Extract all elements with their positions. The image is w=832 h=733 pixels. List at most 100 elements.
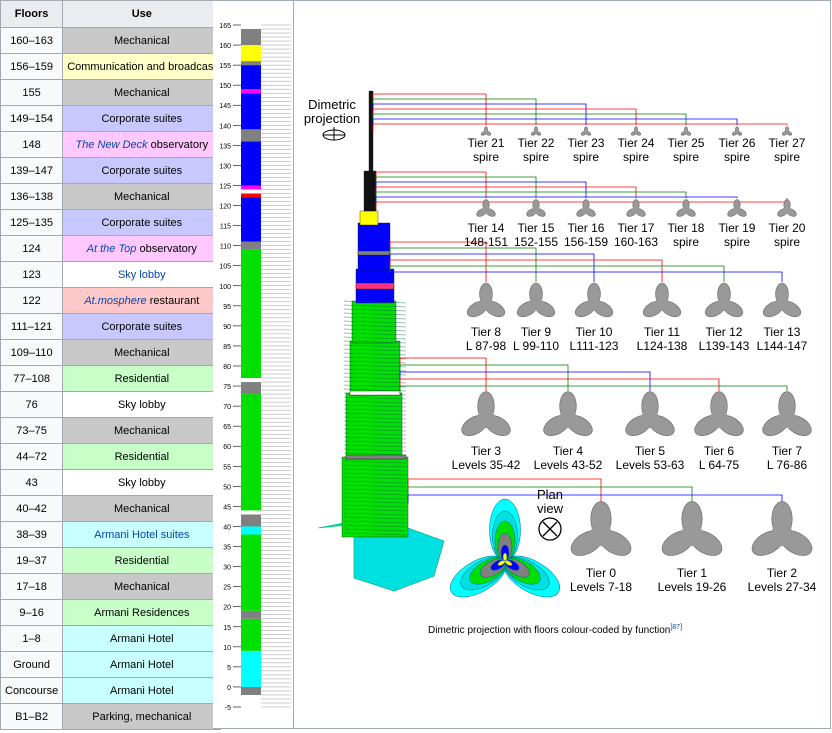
tier-name-label: Tier 12: [706, 325, 743, 339]
tier-connector-line: [407, 478, 602, 501]
tier-connector-line: [389, 271, 783, 282]
floor-band: [241, 534, 261, 611]
tower-floor-line: [343, 380, 407, 384]
table-row: 122 At.mosphere restaurant: [0, 287, 222, 314]
scale-tick-label: -5: [225, 705, 231, 712]
floor-use-cell: Armani Hotel: [62, 677, 222, 704]
floor-band: [241, 29, 261, 46]
scale-tick-label: 25: [223, 585, 231, 592]
use-link-text[interactable]: At.mosphere: [84, 294, 147, 307]
tower-floor-line: [343, 428, 407, 432]
floor-use-cell: Residential: [62, 547, 222, 574]
floor-use-cell: Armani Hotel: [62, 625, 222, 652]
projection-icon: [322, 127, 346, 141]
tier-connector-line: [375, 171, 487, 198]
tier-name-label: Tier 18: [668, 221, 705, 235]
table-row: 124 At the Top observatory: [0, 235, 222, 262]
tier-plan-shape: [676, 199, 696, 217]
tower-floor-line: [343, 408, 407, 412]
floor-use-cell[interactable]: Sky lobby: [62, 261, 222, 288]
floor-range-cell: 17–18: [0, 573, 64, 600]
tier-connector-line: [407, 494, 783, 503]
tier-levels-label: Levels 27-34: [748, 580, 817, 594]
floor-band: [241, 45, 261, 62]
tower-floor-line: [343, 388, 407, 392]
floor-use-cell: At.mosphere restaurant: [62, 287, 222, 314]
tier-connector-line: [372, 118, 738, 127]
table-row: 111–121 Corporate suites: [0, 313, 222, 340]
floor-band: [241, 185, 261, 190]
tower-floor-line: [343, 304, 407, 308]
floor-band: [241, 394, 261, 511]
tier-levels-label: Levels 7-18: [570, 580, 632, 594]
scale-tick-label: 75: [223, 384, 231, 391]
tier-name-label: Tier 27: [769, 136, 806, 150]
plan-view-icon: [538, 517, 562, 541]
tier-plan-shape: [694, 391, 744, 436]
table-row: 1–8 Armani Hotel: [0, 625, 222, 652]
table-row: 9–16 Armani Residences: [0, 599, 222, 626]
scale-tick-label: 110: [220, 244, 231, 251]
tower-floor-line: [343, 464, 407, 468]
tier-connector-line: [375, 186, 637, 198]
floor-use-cell: Sky lobby: [62, 469, 222, 496]
use-column-header: Use: [62, 0, 222, 28]
table-row: 43 Sky lobby: [0, 469, 222, 496]
floors-column-header: Floors: [0, 0, 64, 28]
floor-range-cell: 111–121: [0, 313, 64, 340]
tier-plan-shape: [777, 199, 797, 217]
floor-range-cell: 124: [0, 235, 64, 262]
tower-floor-line: [343, 448, 407, 452]
table-row: 148 The New Deck observatory: [0, 131, 222, 158]
tier-connector-line: [399, 371, 651, 391]
tier-plan-shape: [630, 126, 642, 136]
tier-connector-line: [399, 364, 569, 391]
floor-range-cell: 40–42: [0, 495, 64, 522]
tower-floor-line: [343, 420, 407, 424]
tower-floor-line: [343, 516, 407, 520]
tier-plan-shape: [625, 391, 675, 436]
tower-floor-line: [343, 372, 407, 376]
use-link-text[interactable]: At the Top: [86, 242, 137, 255]
use-link-text[interactable]: The New Deck: [75, 138, 148, 151]
tower-floor-line: [343, 492, 407, 496]
floor-band: [241, 93, 261, 130]
tier-levels-label: L124-138: [637, 339, 688, 353]
tower-tier: [357, 222, 391, 272]
tier-plan-shape: [762, 282, 802, 318]
floor-use-cell: At the Top observatory: [62, 235, 222, 262]
tower-floor-line: [343, 424, 407, 428]
tower-observatory-band: [355, 282, 395, 290]
floor-use-cell: Mechanical: [62, 79, 222, 106]
floor-use-cell: Corporate suites: [62, 105, 222, 132]
tier-connector-line: [372, 98, 537, 125]
table-row: 149–154 Corporate suites: [0, 105, 222, 132]
floor-use-cell[interactable]: Armani Hotel suites: [62, 521, 222, 548]
tower-tier: [363, 170, 377, 212]
tier-connector-line: [375, 196, 738, 205]
floor-range-cell: 139–147: [0, 157, 64, 184]
tower-floor-line: [343, 376, 407, 380]
tier-levels-label: spire: [774, 150, 800, 164]
scale-tick-label: 160: [219, 43, 231, 50]
table-row: Ground Armani Hotel: [0, 651, 222, 678]
tier-plan-shape: [762, 391, 812, 436]
tower-floor-line: [343, 344, 407, 348]
tier-levels-label: Levels 19-26: [658, 580, 727, 594]
tier-levels-label: L 99-110: [513, 339, 559, 353]
table-row: 155 Mechanical: [0, 79, 222, 106]
tier-connector-line: [389, 253, 595, 282]
floor-band: [241, 249, 261, 379]
tower-mech-band: [357, 250, 391, 256]
floor-band: [241, 510, 261, 515]
floor-range-cell: Ground: [0, 651, 64, 678]
tier-plan-shape: [751, 501, 813, 556]
tier-levels-label: spire: [573, 150, 599, 164]
scale-tick-label: 20: [223, 605, 231, 612]
tier-levels-label: L111-123: [570, 339, 619, 353]
floor-band: [241, 241, 261, 250]
tier-plan-shape: [781, 126, 793, 136]
plan-view-drawing: [450, 498, 560, 598]
tier-connector-line: [407, 486, 693, 501]
